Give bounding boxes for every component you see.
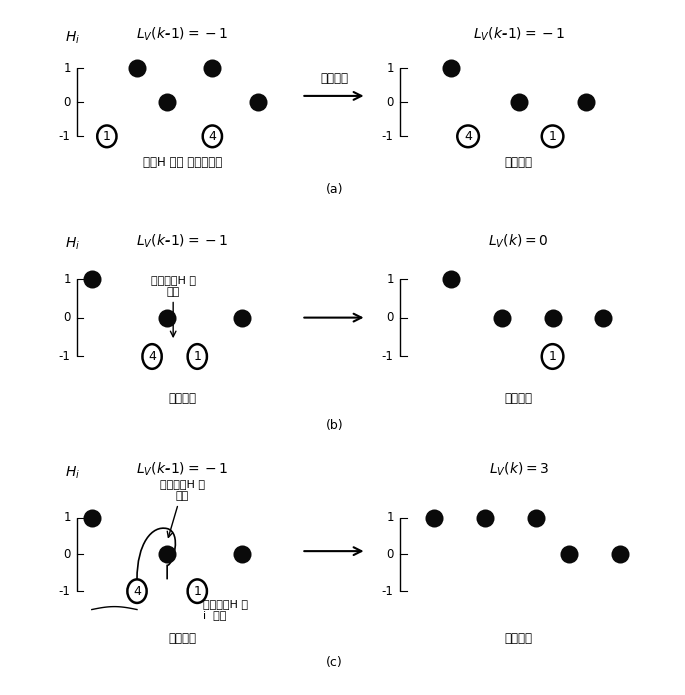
Text: $\it{L}$$_{\it{V}}$$(k) = 0$: $\it{L}$$_{\it{V}}$$(k) = 0$ <box>488 232 549 250</box>
Text: 级联H 桥单 元初始序列: 级联H 桥单 元初始序列 <box>142 156 222 169</box>
Text: 0: 0 <box>386 311 394 325</box>
Text: 1: 1 <box>386 273 394 286</box>
Text: 1: 1 <box>386 511 394 524</box>
Text: -1: -1 <box>382 350 394 363</box>
Text: 1: 1 <box>63 511 71 524</box>
Text: $\it{L}$$_{\it{V}}$$(k$-$1) = -1$: $\it{L}$$_{\it{V}}$$(k$-$1) = -1$ <box>136 26 228 43</box>
Text: -1: -1 <box>59 350 71 363</box>
Text: 随机数列: 随机数列 <box>505 632 533 644</box>
Text: 0: 0 <box>63 96 71 109</box>
Text: 0: 0 <box>63 311 71 325</box>
Text: $H_i$: $H_i$ <box>64 29 79 46</box>
Text: $\it{L}$$_{\it{V}}$$(k$-$1) = -1$: $\it{L}$$_{\it{V}}$$(k$-$1) = -1$ <box>136 232 228 250</box>
Text: 0: 0 <box>63 548 71 561</box>
Text: 改变一个H 桥
单元: 改变一个H 桥 单元 <box>151 275 196 337</box>
Text: 4: 4 <box>464 130 472 143</box>
Text: (a): (a) <box>325 183 343 195</box>
Text: 4: 4 <box>148 350 156 363</box>
Text: 4: 4 <box>133 584 141 598</box>
Text: -1: -1 <box>59 130 71 143</box>
Text: 随机数列: 随机数列 <box>505 392 533 404</box>
Text: 随机排列: 随机排列 <box>320 72 348 85</box>
Text: 0: 0 <box>386 548 394 561</box>
Text: (c): (c) <box>326 656 342 669</box>
Text: 1: 1 <box>193 584 201 598</box>
Text: 1: 1 <box>386 62 394 75</box>
Text: $\it{L}$$_{\it{V}}$$(k$-$1) = -1$: $\it{L}$$_{\it{V}}$$(k$-$1) = -1$ <box>136 461 228 478</box>
Text: -1: -1 <box>382 130 394 143</box>
Text: (b): (b) <box>325 419 343 432</box>
Text: -1: -1 <box>59 584 71 598</box>
Text: 1: 1 <box>549 350 556 363</box>
Text: 1: 1 <box>193 350 201 363</box>
Text: 1: 1 <box>63 62 71 75</box>
Text: 随机数列: 随机数列 <box>169 632 196 644</box>
Text: 改变两个H 桥
单元: 改变两个H 桥 单元 <box>160 480 205 537</box>
Text: 1: 1 <box>103 130 111 143</box>
Text: $H_i$: $H_i$ <box>64 464 79 481</box>
Text: $\it{L}$$_{\it{V}}$$(k$-$1) = -1$: $\it{L}$$_{\it{V}}$$(k$-$1) = -1$ <box>473 26 565 43</box>
Text: 随机数列: 随机数列 <box>505 156 533 169</box>
Text: 4: 4 <box>208 130 216 143</box>
Text: 1: 1 <box>63 273 71 286</box>
Text: 改变两个H 桥
i  单元: 改变两个H 桥 i 单元 <box>203 598 248 620</box>
Text: $H_i$: $H_i$ <box>64 235 79 252</box>
Text: -1: -1 <box>382 584 394 598</box>
Text: 1: 1 <box>549 130 556 143</box>
Text: $\it{L}$$_{\it{V}}$$(k) = 3$: $\it{L}$$_{\it{V}}$$(k) = 3$ <box>488 461 549 478</box>
Text: 0: 0 <box>386 96 394 109</box>
Text: 随机数列: 随机数列 <box>169 392 196 404</box>
